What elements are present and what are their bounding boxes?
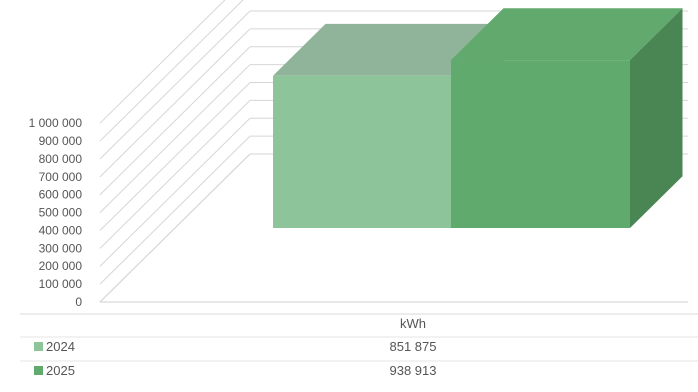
- gridline-side: [99, 0, 244, 142]
- table-value-2024: 851 875: [390, 339, 437, 354]
- legend-swatch-2025: [34, 366, 43, 375]
- gridline-side: [99, 28, 251, 178]
- gridline-side: [99, 82, 251, 231]
- bar-side: [630, 8, 683, 228]
- y-tick-label: 100 000: [39, 277, 83, 291]
- y-tick-label: 500 000: [39, 206, 83, 220]
- y-tick-label: 800 000: [39, 152, 83, 166]
- data-table: kWh 2024 851 875 2025 938 913: [20, 313, 698, 378]
- gridline-side: [99, 135, 251, 285]
- gridline-side: [99, 117, 251, 267]
- bar-2025: [451, 8, 683, 228]
- legend-label-2024: 2024: [46, 339, 75, 354]
- y-tick-label: 600 000: [39, 188, 83, 202]
- y-tick-label: 1 000 000: [29, 116, 83, 130]
- legend-label-2025: 2025: [46, 363, 75, 378]
- gridline-side: [99, 10, 251, 160]
- y-tick-label: 200 000: [39, 259, 83, 273]
- gridline-side: [99, 153, 251, 303]
- bar-front: [273, 75, 451, 228]
- gridline-side: [99, 100, 251, 249]
- y-axis-ticks: 0 100 000 200 000 300 000 400 000 500 000 600 …: [29, 116, 83, 309]
- legend-swatch-2024: [34, 342, 43, 351]
- table-category-label: kWh: [400, 316, 426, 331]
- bar-front: [451, 60, 630, 228]
- gridline-side: [99, 46, 251, 196]
- y-tick-label: 700 000: [39, 170, 83, 184]
- bar-top: [273, 23, 504, 76]
- bars: [273, 8, 683, 229]
- y-tick-label: 900 000: [39, 134, 83, 148]
- y-tick-label: 0: [75, 295, 82, 309]
- y-tick-label: 400 000: [39, 223, 83, 237]
- bar-top: [451, 8, 683, 61]
- y-tick-label: 300 000: [39, 241, 83, 255]
- table-value-2025: 938 913: [390, 363, 437, 378]
- gridline-side: [99, 64, 251, 213]
- gridline-side: [99, 0, 226, 124]
